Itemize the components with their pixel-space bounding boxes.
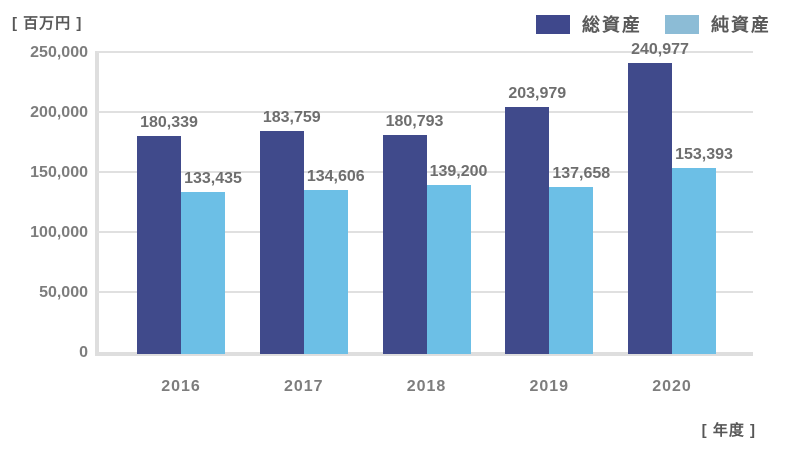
legend-item-total-assets: 総資産 <box>536 11 642 37</box>
y-axis-unit-label: [ 百万円 ] <box>12 15 83 32</box>
x-axis-tick-label-2019: 2019 <box>529 378 570 395</box>
bar-net-assets-2016 <box>181 191 225 354</box>
legend-item-net-assets: 純資産 <box>665 11 771 37</box>
bar-value-label: 134,606 <box>306 168 365 186</box>
legend: 総資産 純資産 <box>536 11 771 37</box>
bar-net-assets-2020 <box>672 167 716 354</box>
bar-net-assets-2019 <box>549 186 594 354</box>
x-axis-line <box>95 352 753 356</box>
x-axis-tick-label-2020: 2020 <box>652 378 692 395</box>
bar-total-assets-2018 <box>382 135 427 354</box>
y-axis-tick-label: 50,000 <box>39 284 88 301</box>
legend-swatch-net-assets <box>665 14 699 34</box>
y-axis-tick-label: 250,000 <box>30 44 88 61</box>
bar-value-label: 133,435 <box>184 169 242 187</box>
bar-total-assets-2017 <box>259 131 304 354</box>
bar-net-assets-2018 <box>426 184 471 354</box>
gridline <box>97 51 753 53</box>
y-axis-tick-label: 150,000 <box>30 164 88 181</box>
bar-value-label: 203,979 <box>508 85 567 103</box>
y-axis-tick-label: 0 <box>79 344 88 361</box>
legend-label: 純資産 <box>711 15 771 35</box>
bar-total-assets-2016 <box>137 135 181 354</box>
bar-value-label: 137,658 <box>552 164 611 182</box>
y-axis-tick-label: 200,000 <box>30 104 88 121</box>
bar-value-label: 180,339 <box>140 113 198 131</box>
bar-value-label: 240,977 <box>631 40 689 58</box>
bar-value-label: 183,759 <box>262 109 321 127</box>
x-axis-tick-label-2017: 2017 <box>283 378 324 395</box>
y-axis-line <box>95 51 99 356</box>
gridline <box>97 111 753 113</box>
bar-value-label: 180,793 <box>385 113 444 131</box>
bar-value-label: 139,200 <box>429 162 488 180</box>
x-axis-tick-label-2016: 2016 <box>161 378 201 395</box>
legend-label: 総資産 <box>582 15 642 35</box>
x-axis-unit-label: [ 年度 ] <box>701 422 756 439</box>
y-axis-tick-label: 100,000 <box>30 224 88 241</box>
bar-total-assets-2020 <box>628 62 672 354</box>
bar-net-assets-2017 <box>303 190 348 354</box>
bar-total-assets-2019 <box>505 107 550 354</box>
bar-value-label: 153,393 <box>675 145 733 163</box>
x-axis-tick-label-2018: 2018 <box>406 378 447 395</box>
legend-swatch-total-assets <box>536 14 570 34</box>
